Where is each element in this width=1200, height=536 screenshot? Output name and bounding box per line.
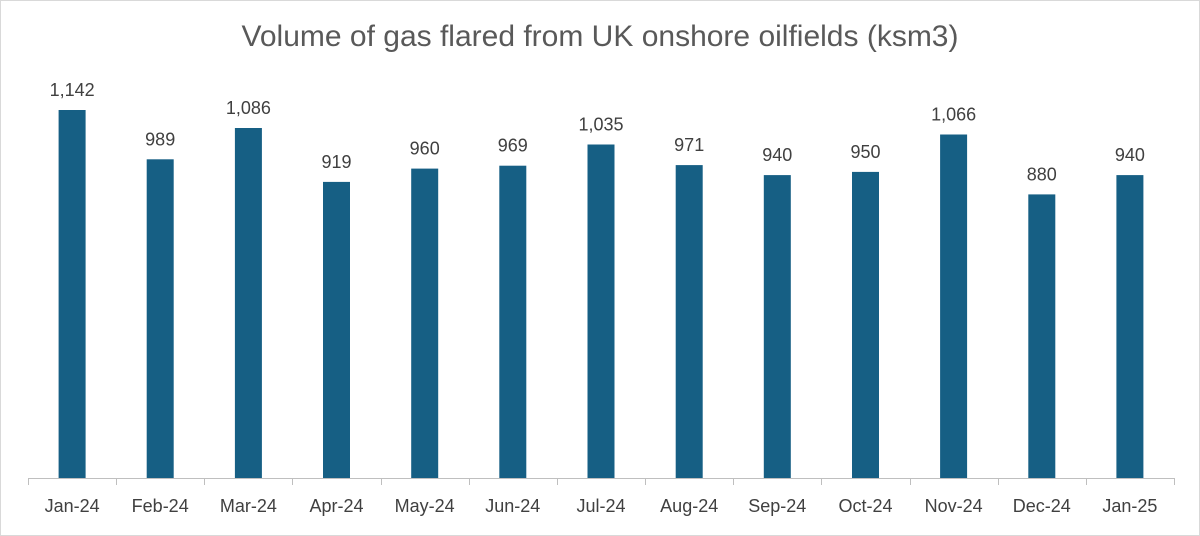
x-tick-label-dec-24: Dec-24 xyxy=(1013,496,1071,516)
data-label-jul-24: 1,035 xyxy=(578,115,623,135)
bar-jul-24 xyxy=(587,144,615,478)
bar-may-24 xyxy=(411,168,439,478)
x-axis: Jan-24 Feb-24 Mar-24 Apr-24 May-24 Jun-24 Jul-… xyxy=(28,478,1175,516)
bar-oct-24 xyxy=(852,171,879,478)
bar-dec-24 xyxy=(1028,194,1056,478)
data-label-oct-24: 950 xyxy=(850,142,880,162)
bar-jan-25 xyxy=(1116,175,1144,478)
x-tick-label-nov-24: Nov-24 xyxy=(925,496,983,516)
chart-title: Volume of gas flared from UK onshore oil… xyxy=(241,20,959,53)
bar-mar-24 xyxy=(234,128,262,478)
x-tick-label-jan-25: Jan-25 xyxy=(1102,496,1157,516)
bar-aug-24 xyxy=(675,165,703,478)
x-tick-label-jun-24: Jun-24 xyxy=(485,496,540,516)
bars-layer xyxy=(58,110,1144,479)
x-tick-label-jan-24: Jan-24 xyxy=(45,496,100,516)
x-tick-label-feb-24: Feb-24 xyxy=(132,496,189,516)
data-label-aug-24: 971 xyxy=(674,135,704,155)
x-tick-label-mar-24: Mar-24 xyxy=(220,496,277,516)
x-tick-label-oct-24: Oct-24 xyxy=(838,496,892,516)
data-label-mar-24: 1,086 xyxy=(226,98,271,118)
bar-nov-24 xyxy=(940,134,968,478)
x-tick-label-may-24: May-24 xyxy=(395,496,455,516)
data-label-jun-24: 969 xyxy=(498,136,528,156)
x-tick-label-apr-24: Apr-24 xyxy=(309,496,363,516)
data-label-nov-24: 1,066 xyxy=(931,105,976,125)
data-labels-layer: 1,142 989 1,086 919 960 969 1,035 971 940 950 1,06… xyxy=(50,80,1145,184)
bar-jun-24 xyxy=(499,165,527,478)
data-label-sep-24: 940 xyxy=(762,145,792,165)
data-label-apr-24: 919 xyxy=(321,152,351,172)
bar-feb-24 xyxy=(146,159,174,479)
x-tick-label-aug-24: Aug-24 xyxy=(660,496,718,516)
data-label-dec-24: 880 xyxy=(1027,164,1057,184)
data-label-feb-24: 989 xyxy=(145,129,175,149)
bar-apr-24 xyxy=(323,181,350,478)
x-tick-label-sep-24: Sep-24 xyxy=(748,496,806,516)
data-label-may-24: 960 xyxy=(410,139,440,159)
data-label-jan-24: 1,142 xyxy=(50,80,95,100)
bar-sep-24 xyxy=(763,175,791,478)
x-tick-label-jul-24: Jul-24 xyxy=(576,496,625,516)
data-label-jan-25: 940 xyxy=(1115,145,1145,165)
bar-jan-24 xyxy=(58,110,86,478)
